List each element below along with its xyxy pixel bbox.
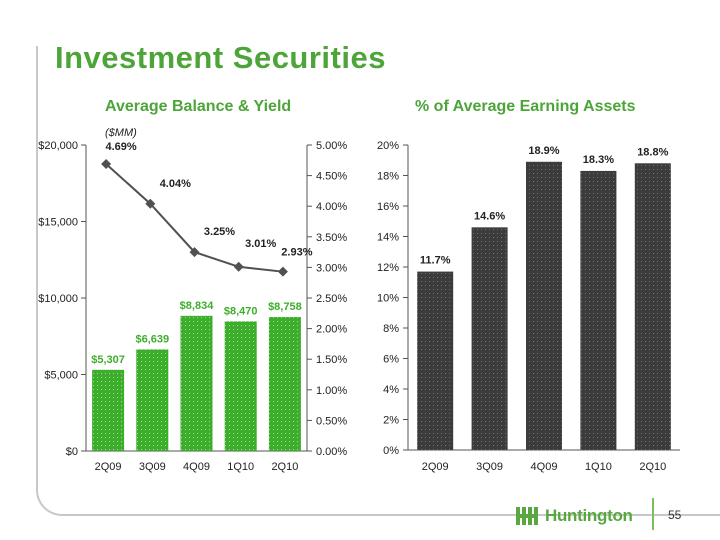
tick-label: 0% [383, 445, 399, 457]
balance-yield-chart: $0 $5,000 $10,000 $15,000 $20,000 0.00% 0.50% 1… [38, 127, 347, 473]
right-tick-label: 0.50% [316, 415, 347, 427]
tick-label: 2% [383, 415, 399, 427]
right-tick-label: 1.00% [316, 385, 347, 397]
category-label: 2Q09 [95, 461, 122, 473]
left-chart-title: Average Balance & Yield [105, 98, 292, 115]
assets-bar-label: 18.9% [528, 145, 559, 157]
right-tick-label: 2.50% [316, 293, 347, 305]
left-tick-label: $20,000 [38, 140, 78, 152]
balance-bar-label: $6,639 [135, 333, 169, 345]
left-tick-label: $10,000 [38, 293, 78, 305]
balance-bar-label: $8,758 [268, 301, 302, 313]
right-tick-label: 3.00% [316, 262, 347, 274]
tick-label: 12% [377, 262, 399, 274]
yield-marker [189, 247, 200, 258]
yield-label: 4.69% [105, 141, 136, 153]
yield-marker [145, 198, 156, 209]
tick-label: 18% [377, 171, 399, 183]
category-label: 2Q10 [271, 461, 298, 473]
tick-label: 8% [383, 323, 399, 335]
assets-bar [417, 271, 454, 450]
right-tick-label: 4.50% [316, 171, 347, 183]
tick-label: 10% [377, 293, 399, 305]
category-label: 4Q09 [531, 461, 558, 473]
assets-bar-label: 18.3% [583, 154, 614, 166]
slide-title: Investment Securities [55, 40, 386, 75]
balance-bar [268, 317, 301, 451]
left-tick-label: $0 [66, 446, 78, 458]
right-tick-label: 3.50% [316, 232, 347, 244]
yield-marker [233, 261, 244, 272]
logo-divider [652, 498, 654, 530]
assets-bar [634, 163, 671, 451]
tick-label: 16% [377, 201, 399, 213]
page-number: 55 [668, 508, 682, 522]
unit-label: ($MM) [105, 127, 137, 139]
assets-bar [471, 227, 508, 450]
category-label: 3Q09 [476, 461, 503, 473]
slide-frame [36, 46, 720, 516]
left-tick-label: $15,000 [38, 217, 78, 229]
category-label: 1Q10 [227, 461, 254, 473]
category-label: 4Q09 [183, 461, 210, 473]
assets-bar-label: 11.7% [420, 255, 451, 267]
tick-label: 20% [377, 140, 399, 152]
right-tick-label: 1.50% [316, 354, 347, 366]
balance-bar [224, 321, 257, 451]
yield-marker [277, 266, 288, 277]
tick-label: 14% [377, 232, 399, 244]
category-label: 1Q10 [585, 461, 612, 473]
assets-bar [580, 170, 617, 451]
tick-label: 6% [383, 354, 399, 366]
huntington-logo: Huntington [516, 503, 640, 529]
right-chart-title: % of Average Earning Assets [415, 98, 636, 115]
balance-bar-label: $5,307 [91, 354, 125, 366]
balance-bar [180, 315, 213, 451]
balance-bar [136, 349, 169, 451]
yield-label: 4.04% [160, 178, 191, 190]
yield-label: 2.93% [281, 247, 312, 259]
yield-label: 3.01% [245, 238, 276, 250]
category-label: 3Q09 [139, 461, 166, 473]
category-label: 2Q10 [639, 461, 666, 473]
assets-bar-label: 18.8% [637, 146, 668, 158]
right-tick-label: 2.00% [316, 324, 347, 336]
left-tick-label: $5,000 [44, 370, 78, 382]
huntington-logo-icon [516, 507, 538, 525]
yield-marker [101, 158, 112, 169]
right-tick-label: 0.00% [316, 446, 347, 458]
logo-text: Huntington [545, 506, 633, 525]
balance-bar-label: $8,834 [180, 300, 215, 312]
right-tick-label: 4.00% [316, 201, 347, 213]
assets-bar-label: 14.6% [474, 210, 505, 222]
yield-label: 3.25% [204, 226, 235, 238]
category-label: 2Q09 [422, 461, 449, 473]
right-tick-label: 5.00% [316, 140, 347, 152]
assets-bar [526, 161, 562, 450]
balance-bar-label: $8,470 [224, 305, 258, 317]
tick-label: 4% [383, 384, 399, 396]
balance-bar [92, 369, 125, 451]
